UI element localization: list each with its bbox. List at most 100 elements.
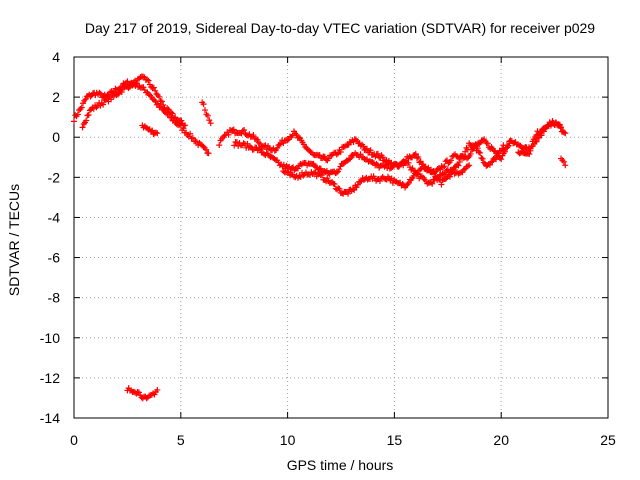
data-point: [406, 164, 413, 171]
data-point: [439, 170, 446, 177]
data-point: [312, 169, 319, 176]
y-axis-title: SDTVAR / TECUs: [6, 184, 22, 296]
data-point: [458, 154, 465, 161]
data-point: [449, 169, 456, 176]
data-point: [562, 130, 569, 137]
data-point: [154, 386, 161, 393]
data-point: [129, 82, 136, 89]
data-point: [178, 117, 185, 124]
data-point: [202, 107, 209, 114]
x-tick-label: 0: [70, 432, 78, 448]
data-point: [241, 126, 248, 133]
data-point: [460, 153, 467, 160]
data-point: [316, 152, 323, 159]
data-point: [93, 104, 100, 111]
data-point: [82, 96, 89, 103]
data-point: [505, 143, 512, 150]
data-point: [446, 173, 453, 180]
data-point: [562, 162, 569, 169]
x-tick-label: 15: [387, 432, 403, 448]
axis-ticks: -14 -12 -10 -8 -6 -4 -2 0 2 4 0 5 10 15 20 25: [40, 49, 616, 448]
data-point: [294, 165, 301, 172]
y-tick-label: 0: [52, 129, 60, 145]
data-point: [257, 140, 264, 147]
data-point: [388, 165, 395, 172]
y-tick-label: 2: [52, 89, 60, 105]
data-point: [124, 78, 131, 85]
data-point: [366, 157, 373, 164]
data-point: [411, 151, 418, 158]
data-point: [205, 150, 212, 157]
data-point: [336, 185, 343, 192]
data-point: [526, 151, 533, 158]
data-point: [225, 131, 232, 138]
plot-frame: [73, 56, 609, 419]
data-point: [389, 163, 396, 170]
data-point: [79, 124, 86, 131]
data-point: [140, 73, 147, 80]
data-point: [98, 100, 105, 107]
data-point: [240, 140, 247, 147]
data-point: [207, 120, 214, 127]
data-point: [493, 156, 500, 163]
data-point: [230, 126, 237, 133]
data-point: [429, 180, 436, 187]
data-point: [337, 149, 344, 156]
data-point: [158, 98, 165, 105]
data-point: [170, 114, 177, 121]
data-point: [125, 85, 132, 92]
data-point: [206, 117, 213, 124]
y-tick-label: -6: [48, 250, 61, 266]
y-tick-label: -10: [40, 330, 60, 346]
data-point: [464, 163, 471, 170]
data-point: [145, 91, 152, 98]
data-point: [380, 175, 387, 182]
data-point: [216, 142, 223, 149]
data-point: [253, 135, 260, 142]
series-sdtvar: [71, 73, 569, 402]
data-point: [108, 96, 115, 103]
data-point: [152, 87, 159, 94]
data-point: [303, 145, 310, 152]
data-point: [439, 164, 446, 171]
data-point: [474, 145, 481, 152]
data-point: [250, 132, 257, 139]
data-point: [169, 110, 176, 117]
data-point: [189, 134, 196, 141]
data-point: [238, 130, 245, 137]
data-point: [255, 145, 262, 152]
data-point: [316, 170, 323, 177]
data-point: [187, 130, 194, 137]
data-point: [475, 149, 482, 156]
data-point: [324, 175, 331, 182]
data-point: [464, 146, 471, 153]
data-point: [114, 91, 121, 98]
data-point: [480, 159, 487, 166]
y-tick-label: -14: [40, 410, 60, 426]
data-point: [404, 181, 411, 188]
data-point: [434, 166, 441, 173]
data-point: [71, 118, 77, 125]
data-point: [87, 93, 94, 100]
x-tick-label: 10: [280, 432, 296, 448]
data-point: [466, 162, 473, 169]
data-point: [229, 127, 236, 134]
data-point: [412, 150, 419, 157]
data-point: [78, 104, 85, 111]
y-tick-label: -4: [48, 209, 61, 225]
data-point: [385, 161, 392, 168]
data-point: [558, 124, 565, 131]
data-point: [428, 179, 435, 186]
data-point: [456, 170, 463, 177]
data-point: [357, 151, 364, 158]
data-point: [382, 162, 389, 169]
data-point: [333, 169, 340, 176]
data-point: [295, 134, 302, 141]
data-point: [349, 185, 356, 192]
grid: [74, 57, 608, 418]
data-point: [262, 142, 269, 149]
data-point: [317, 165, 324, 172]
data-point: [156, 93, 163, 100]
data-point: [488, 159, 495, 166]
